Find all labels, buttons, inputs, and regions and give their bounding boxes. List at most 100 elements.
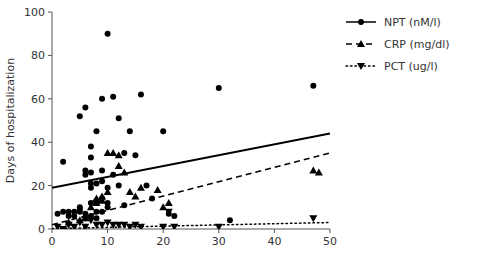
point	[149, 196, 155, 202]
point	[131, 192, 139, 199]
point	[170, 224, 178, 229]
point	[127, 128, 133, 134]
point	[121, 202, 127, 208]
point	[98, 222, 106, 229]
point	[165, 209, 173, 216]
point	[126, 224, 134, 229]
legend-marker	[357, 63, 365, 70]
x-tick-label: 20	[156, 235, 170, 248]
x-axis-line	[52, 229, 330, 230]
chart: 01020304050020406080100Days of hospitali…	[0, 0, 500, 259]
point	[309, 166, 317, 173]
legend: NPT (nM/l) CRP (mg/dl) PCT (ug/l)	[346, 16, 449, 73]
point	[110, 94, 116, 100]
point	[99, 96, 105, 102]
point	[71, 213, 77, 219]
point	[115, 151, 123, 158]
legend-label: NPT (nM/l)	[384, 16, 441, 29]
point	[132, 152, 138, 158]
trend-line	[52, 222, 330, 228]
plot-data	[52, 31, 330, 229]
point	[216, 85, 222, 91]
point	[315, 169, 323, 176]
point	[116, 183, 122, 189]
point	[160, 128, 166, 134]
point	[116, 115, 122, 121]
legend-label: PCT (ug/l)	[384, 60, 438, 73]
point	[66, 209, 72, 215]
point	[77, 113, 83, 119]
y-tick-label: 40	[31, 136, 45, 149]
point	[165, 199, 173, 206]
point	[138, 91, 144, 97]
y-tick	[48, 229, 52, 230]
point	[70, 224, 78, 229]
point	[126, 188, 134, 195]
x-tick	[163, 229, 164, 233]
x-tick-label: 0	[49, 235, 56, 248]
point	[93, 180, 99, 186]
x-tick	[218, 229, 219, 233]
point	[144, 183, 150, 189]
legend-item: NPT (nM/l)	[346, 16, 441, 29]
point	[99, 209, 105, 215]
legend-item: PCT (ug/l)	[346, 60, 438, 73]
x-tick	[274, 229, 275, 233]
point	[110, 172, 116, 178]
point	[59, 226, 67, 229]
legend-marker	[357, 40, 365, 47]
x-tick	[330, 229, 331, 233]
y-tick	[48, 12, 52, 13]
point	[81, 224, 89, 229]
point	[105, 204, 111, 210]
y-tick-label: 20	[31, 180, 45, 193]
point	[60, 159, 66, 165]
y-tick-label: 80	[31, 49, 45, 62]
point	[105, 31, 111, 37]
trend-lines	[52, 134, 330, 229]
trend-line	[52, 134, 330, 188]
trend-line	[52, 153, 330, 225]
point	[88, 170, 94, 176]
x-tick	[107, 229, 108, 233]
point	[99, 178, 105, 184]
point	[99, 167, 105, 173]
point	[60, 209, 66, 215]
y-tick	[48, 98, 52, 99]
point	[88, 154, 94, 160]
axes: 01020304050020406080100	[24, 6, 337, 248]
y-tick	[48, 55, 52, 56]
x-tick-label: 30	[212, 235, 226, 248]
point	[104, 188, 112, 195]
y-axis-line	[52, 12, 53, 229]
y-tick-label: 0	[38, 223, 45, 236]
point	[310, 83, 316, 89]
x-tick	[52, 229, 53, 233]
x-tick-label: 10	[101, 235, 115, 248]
x-tick-label: 50	[323, 235, 337, 248]
points	[54, 31, 323, 229]
y-tick	[48, 185, 52, 186]
point	[120, 169, 128, 176]
point	[88, 144, 94, 150]
y-tick	[48, 142, 52, 143]
point	[82, 172, 88, 178]
point	[227, 217, 233, 223]
point	[171, 213, 177, 219]
x-tick-label: 40	[267, 235, 281, 248]
legend-item: CRP (mg/dl)	[346, 38, 449, 51]
point	[159, 224, 167, 229]
point	[88, 185, 94, 191]
y-axis-label: Days of hospitalization	[4, 58, 17, 183]
point	[115, 162, 123, 169]
point	[82, 104, 88, 110]
point	[309, 215, 317, 222]
y-tick-label: 100	[24, 6, 45, 19]
point	[215, 224, 223, 229]
legend-marker	[358, 19, 364, 25]
legend-label: CRP (mg/dl)	[384, 38, 449, 51]
point	[137, 184, 145, 191]
point	[154, 186, 162, 193]
point	[121, 150, 127, 156]
point	[137, 224, 145, 229]
